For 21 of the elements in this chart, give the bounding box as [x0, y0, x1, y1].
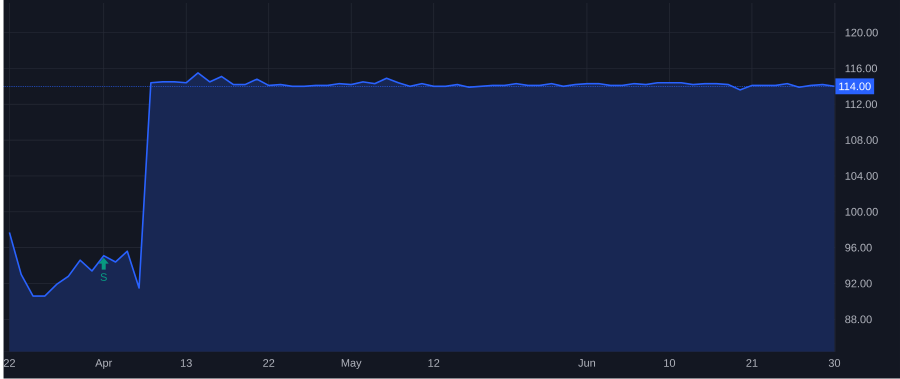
y-tick-label: 96.00 [845, 244, 872, 252]
x-tick-label: 22 [4, 359, 15, 368]
y-tick-label: 104.00 [846, 172, 878, 180]
y-tick-label: 88.00 [845, 316, 872, 324]
ref-line-label: 114.00 [839, 82, 871, 90]
x-tick-label: May [342, 359, 362, 370]
y-tick-label: 116.00 [846, 64, 878, 73]
x-tick-label: 22 [263, 359, 274, 368]
x-tick-label: 13 [180, 359, 192, 368]
x-tick-label: Apr [95, 359, 112, 370]
y-tick-label: 112.00 [846, 100, 878, 108]
x-tick-label: 21 [746, 359, 758, 368]
y-tick-label: 100.00 [846, 208, 878, 216]
x-tick-label: Jun [578, 359, 596, 368]
y-tick-label: 92.00 [845, 280, 872, 288]
y-tick-label: 120.00 [846, 28, 878, 37]
annotation: S [100, 273, 107, 282]
y-tick-label: 108.00 [846, 136, 878, 144]
x-tick-label: 10 [664, 359, 676, 368]
x-tick-label: 12 [428, 359, 440, 368]
x-tick-label: 30 [828, 359, 840, 368]
